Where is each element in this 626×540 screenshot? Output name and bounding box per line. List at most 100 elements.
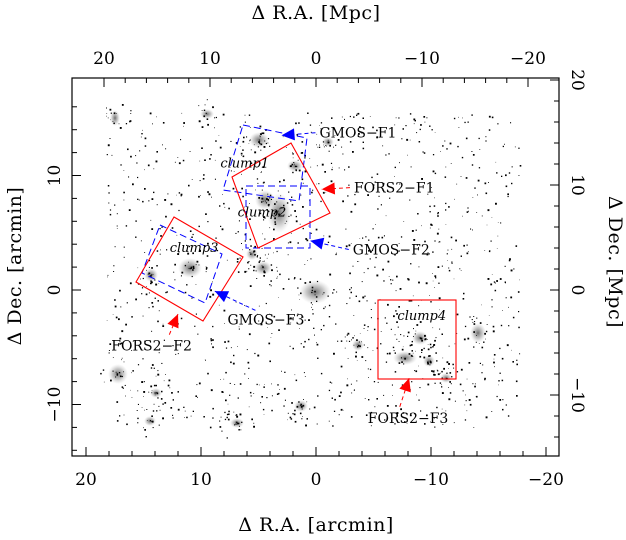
galaxy-point <box>374 181 376 183</box>
galaxy-point <box>372 184 375 186</box>
galaxy-point <box>441 408 443 410</box>
galaxy-point <box>265 142 267 145</box>
galaxy-point <box>363 344 365 346</box>
galaxy-point <box>385 215 387 217</box>
galaxy-point <box>505 185 508 188</box>
galaxy-point <box>421 225 422 227</box>
galaxy-point <box>261 189 263 191</box>
galaxy-point <box>161 362 163 364</box>
galaxy-point <box>367 330 369 331</box>
galaxy-point <box>434 132 436 133</box>
galaxy-point <box>264 254 266 256</box>
galaxy-point <box>466 244 468 246</box>
galaxy-point <box>193 267 195 269</box>
galaxy-point <box>411 381 413 383</box>
galaxy-point <box>300 405 301 406</box>
galaxy-point <box>373 381 376 383</box>
galaxy-point <box>197 333 199 335</box>
galaxy-point <box>429 360 432 363</box>
galaxy-point <box>348 184 350 186</box>
galaxy-point <box>257 146 259 148</box>
galaxy-point <box>443 367 445 370</box>
galaxy-point <box>436 232 439 235</box>
galaxy-point <box>289 416 292 419</box>
galaxy-point <box>361 133 363 134</box>
galaxy-point <box>262 166 265 168</box>
galaxy-point <box>383 394 385 396</box>
galaxy-point <box>151 330 153 332</box>
galaxy-point <box>349 141 352 143</box>
galaxy-point <box>479 322 482 324</box>
galaxy-point <box>299 299 300 300</box>
galaxy-point <box>192 265 195 268</box>
galaxy-point <box>437 215 439 217</box>
galaxy-point <box>172 414 174 416</box>
galaxy-point <box>298 122 300 124</box>
galaxy-point <box>283 179 285 182</box>
galaxy-point <box>374 266 376 268</box>
galaxy-point <box>435 352 437 354</box>
galaxy-point <box>296 134 298 136</box>
galaxy-point <box>361 281 363 283</box>
galaxy-point <box>505 174 507 177</box>
galaxy-point <box>162 122 165 124</box>
galaxy-point <box>419 355 422 358</box>
galaxy-point <box>271 333 273 334</box>
galaxy-point <box>437 373 440 376</box>
galaxy-point <box>242 249 243 251</box>
galaxy-point <box>491 306 493 308</box>
galaxy-point <box>395 310 397 312</box>
galaxy-point <box>413 328 414 330</box>
galaxy-point <box>173 271 175 273</box>
galaxy-point <box>262 260 264 262</box>
galaxy-point <box>131 397 133 398</box>
galaxy-point <box>437 370 439 372</box>
galaxy-point <box>312 189 314 191</box>
field-label: GMOS−F3 <box>227 312 304 328</box>
galaxy-point <box>290 418 293 420</box>
galaxy-point <box>209 295 212 298</box>
galaxy-point <box>235 414 238 416</box>
galaxy-point <box>244 233 247 236</box>
galaxy-point <box>136 162 138 164</box>
galaxy-point <box>181 112 183 114</box>
galaxy-point <box>146 420 148 421</box>
galaxy-point <box>312 304 313 306</box>
galaxy-point <box>239 257 241 259</box>
galaxy-point <box>424 240 426 243</box>
galaxy-point <box>148 266 150 268</box>
galaxy-point <box>496 395 498 398</box>
galaxy-point <box>429 361 432 364</box>
galaxy-point <box>430 223 432 226</box>
galaxy-point <box>156 151 158 153</box>
galaxy-point <box>410 299 413 302</box>
galaxy-point <box>422 151 424 153</box>
galaxy-point <box>164 402 167 404</box>
galaxy-point <box>365 360 367 362</box>
galaxy-point <box>261 132 263 134</box>
galaxy-point <box>161 226 163 228</box>
galaxy-point <box>157 373 160 376</box>
galaxy-point <box>154 297 156 299</box>
galaxy-point <box>241 209 243 211</box>
galaxy-point <box>342 409 344 411</box>
galaxy-point <box>136 410 138 411</box>
galaxy-point <box>207 123 209 126</box>
galaxy-point <box>110 379 112 382</box>
galaxy-point <box>151 228 154 230</box>
galaxy-point <box>336 291 338 293</box>
galaxy-point <box>164 199 167 201</box>
top-tick-label: 10 <box>199 49 221 69</box>
galaxy-point <box>225 371 227 374</box>
galaxy-point <box>468 399 471 401</box>
galaxy-point <box>492 325 495 328</box>
galaxy-point <box>488 250 491 253</box>
galaxy-point <box>128 176 130 178</box>
galaxy-point <box>411 350 413 352</box>
galaxy-point <box>410 166 412 168</box>
galaxy-point <box>344 347 346 349</box>
galaxy-point <box>430 346 432 349</box>
galaxy-point <box>229 394 231 396</box>
galaxy-point <box>445 202 447 205</box>
galaxy-point <box>327 139 329 141</box>
